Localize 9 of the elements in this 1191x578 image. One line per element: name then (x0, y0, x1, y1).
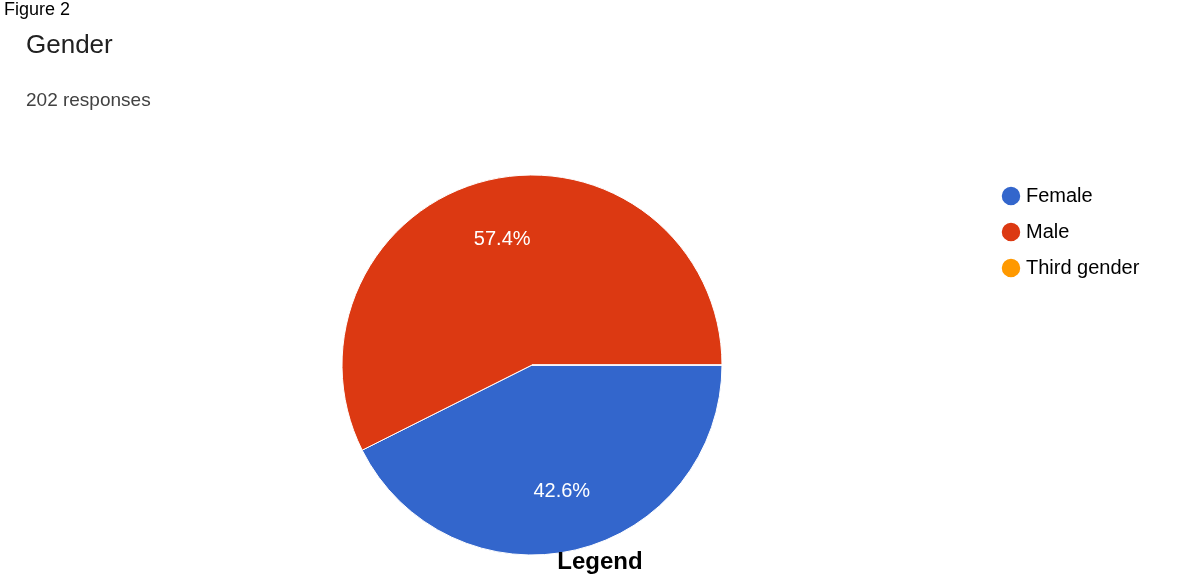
caption: Figure 2 (4, 0, 71, 19)
text: Gender (26, 29, 114, 59)
legend-label: Male (1026, 220, 1070, 242)
data-label: 57.4% (473, 227, 531, 250)
text: Legend (557, 547, 643, 574)
data-label: 42.6% (533, 478, 591, 501)
legend-label: Female (1026, 184, 1093, 206)
text: 202 responses (26, 89, 151, 110)
legend-label: Third gender (1026, 256, 1140, 278)
